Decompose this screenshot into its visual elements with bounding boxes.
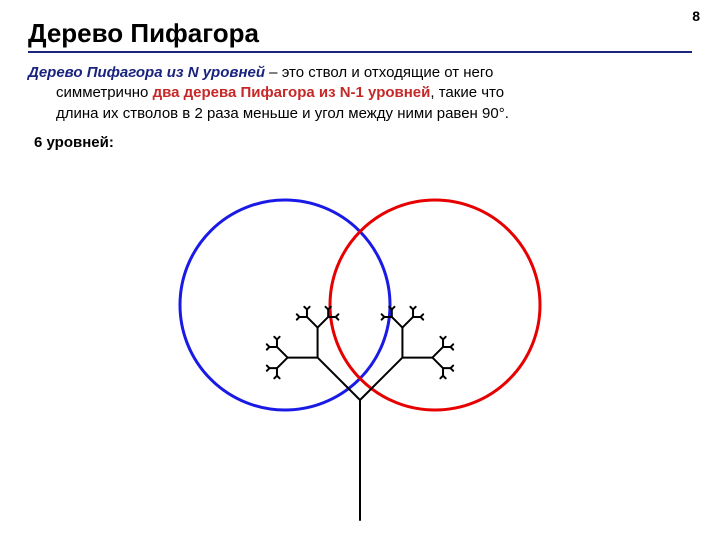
desc-line2a: симметрично [56, 84, 153, 101]
desc-line3: длина их стволов в 2 раза меньше и угол … [28, 104, 692, 124]
desc-mid1: – это ствол и отходящие от него [265, 64, 493, 81]
term-text: Дерево Пифагора из N уровней [28, 64, 265, 81]
right-subtree-circle [330, 200, 540, 410]
pythagoras-tree-diagram [120, 170, 600, 530]
page-number: 8 [692, 8, 700, 24]
definition-paragraph: Дерево Пифагора из N уровней – это ствол… [28, 63, 692, 124]
diagram-container [0, 170, 720, 530]
page-title: Дерево Пифагора [28, 18, 692, 49]
title-underline [28, 51, 692, 53]
sub-term-text: два дерева Пифагора из N-1 уровней [153, 84, 431, 101]
tree-branches [267, 307, 453, 520]
levels-label: 6 уровней: [34, 134, 692, 151]
desc-line2b: , такие что [430, 84, 504, 101]
